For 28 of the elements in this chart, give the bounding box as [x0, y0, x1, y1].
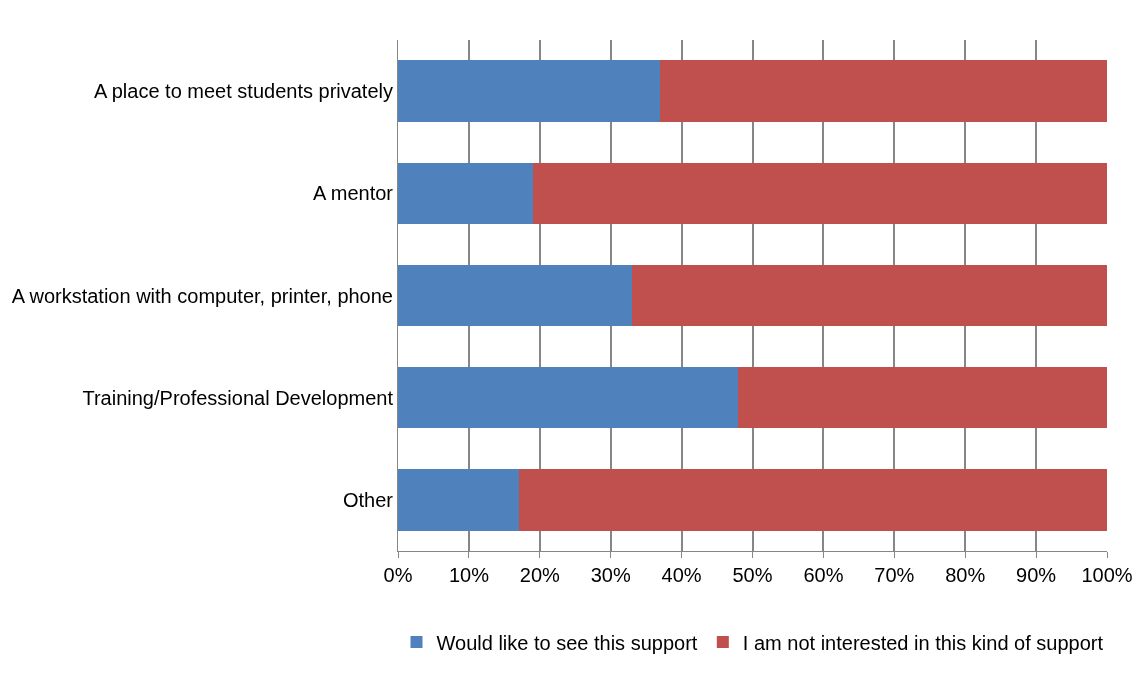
- x-tick-label: 90%: [1016, 564, 1057, 586]
- legend-label: I am not interested in this kind of support: [742, 631, 1104, 654]
- bar: [398, 264, 632, 327]
- x-tick-label: 20%: [519, 564, 561, 586]
- bar: [738, 367, 1107, 429]
- x-tick-label: 30%: [590, 564, 631, 586]
- y-tick-label: Other: [342, 488, 394, 511]
- x-tick-label: 100%: [1081, 564, 1133, 586]
- x-tick-label: 40%: [661, 564, 702, 586]
- bar: [660, 60, 1107, 122]
- bar: [398, 60, 661, 122]
- x-tick-label: 70%: [874, 564, 915, 586]
- bar: [532, 162, 1107, 224]
- y-tick-label: A mentor: [312, 182, 394, 205]
- y-tick-label: A place to meet students privately: [93, 80, 393, 103]
- bar: [398, 162, 533, 224]
- bar: [398, 469, 519, 531]
- x-tick-label: 60%: [803, 564, 844, 586]
- y-tick-label: A workstation with computer, printer, phone: [11, 284, 393, 307]
- bar: [631, 264, 1107, 327]
- bar: [518, 469, 1107, 531]
- x-tick-label: 0%: [383, 564, 413, 586]
- x-tick-label: 10%: [448, 564, 490, 586]
- bar: [398, 367, 739, 429]
- y-tick-label: Training/Professional Development: [82, 386, 394, 409]
- x-tick-label: 50%: [732, 564, 773, 586]
- legend-label: Would like to see this support: [436, 631, 698, 654]
- x-tick-label: 80%: [945, 564, 986, 586]
